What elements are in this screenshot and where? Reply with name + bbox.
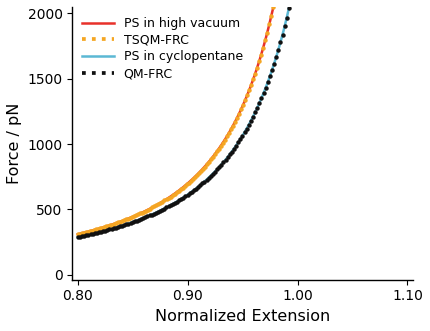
PS in cyclopentane	[288, 0, 293, 2]
PS in cyclopentane	[130, 220, 135, 224]
TSQM-FRC	[204, 162, 209, 166]
PS in high vacuum	[378, 0, 383, 2]
Line: PS in cyclopentane: PS in cyclopentane	[78, 0, 394, 237]
TSQM-FRC	[75, 232, 80, 236]
QM-FRC	[392, 0, 397, 2]
QM-FRC	[130, 220, 135, 224]
Line: TSQM-FRC: TSQM-FRC	[76, 0, 381, 236]
TSQM-FRC	[339, 0, 344, 2]
QM-FRC	[288, 0, 293, 2]
Y-axis label: Force / pN: Force / pN	[7, 103, 22, 184]
PS in cyclopentane	[386, 0, 391, 2]
PS in cyclopentane	[352, 0, 357, 2]
QM-FRC	[111, 226, 117, 230]
PS in high vacuum	[272, 0, 277, 2]
Line: PS in high vacuum: PS in high vacuum	[78, 0, 380, 234]
PS in high vacuum	[75, 232, 80, 236]
QM-FRC	[352, 0, 357, 2]
PS in cyclopentane	[392, 0, 397, 2]
PS in high vacuum	[339, 0, 344, 2]
TSQM-FRC	[110, 222, 115, 226]
QM-FRC	[210, 172, 215, 176]
PS in cyclopentane	[210, 172, 215, 176]
PS in high vacuum	[191, 176, 197, 180]
QM-FRC	[386, 0, 391, 2]
TSQM-FRC	[128, 216, 133, 220]
TSQM-FRC	[378, 0, 383, 2]
X-axis label: Normalized Extension: Normalized Extension	[155, 309, 330, 324]
TSQM-FRC	[372, 0, 377, 2]
PS in high vacuum	[372, 0, 377, 2]
PS in cyclopentane	[75, 235, 80, 239]
PS in cyclopentane	[111, 226, 117, 230]
TSQM-FRC	[191, 176, 197, 180]
PS in high vacuum	[128, 216, 133, 220]
PS in cyclopentane	[197, 184, 202, 188]
Legend: PS in high vacuum, TSQM-FRC, PS in cyclopentane, QM-FRC: PS in high vacuum, TSQM-FRC, PS in cyclo…	[79, 13, 246, 84]
PS in high vacuum	[204, 162, 209, 166]
TSQM-FRC	[272, 0, 277, 2]
PS in high vacuum	[110, 222, 115, 226]
QM-FRC	[75, 235, 80, 239]
Line: QM-FRC: QM-FRC	[76, 0, 396, 239]
QM-FRC	[197, 184, 202, 188]
